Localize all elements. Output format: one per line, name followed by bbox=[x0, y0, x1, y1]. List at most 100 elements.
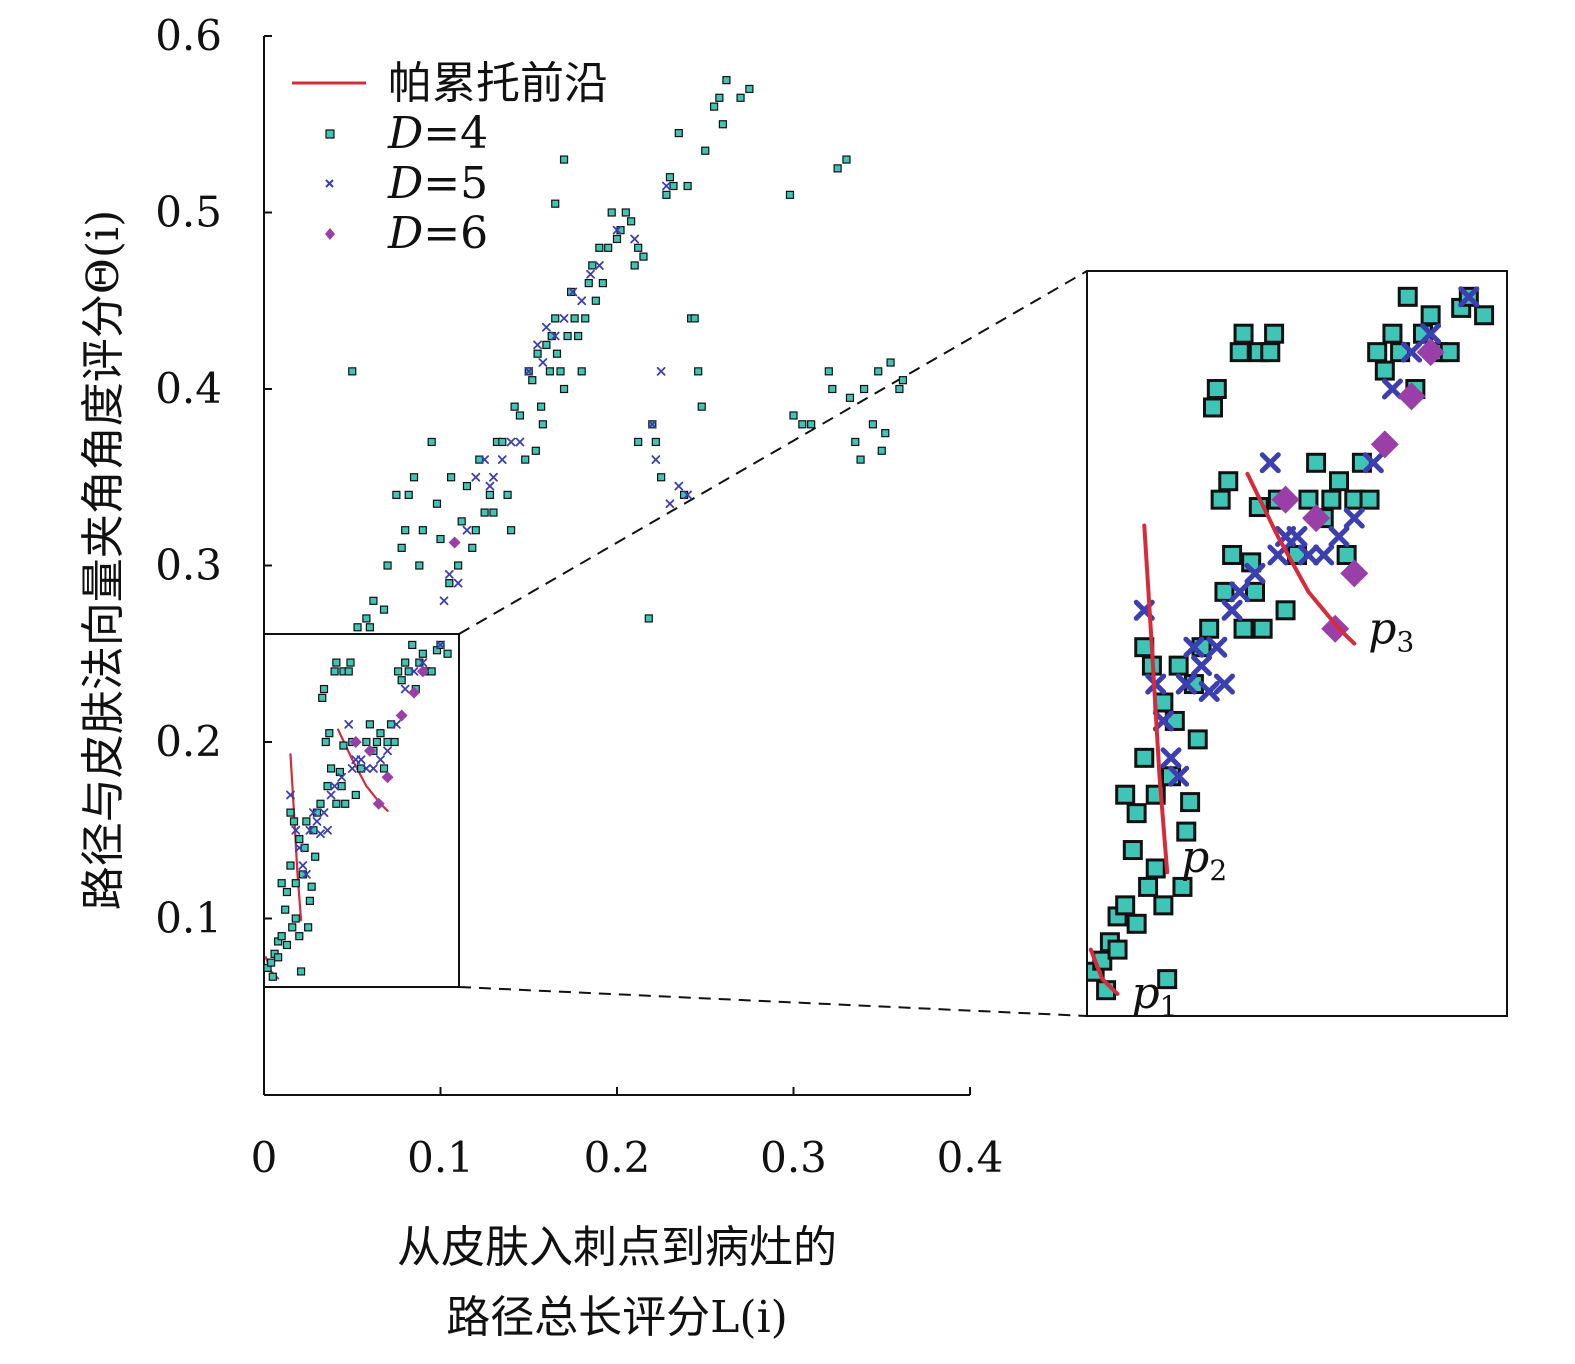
point-d5 bbox=[674, 481, 684, 491]
point-d5 bbox=[1420, 323, 1442, 345]
point-d4 bbox=[851, 437, 860, 447]
point-d4 bbox=[489, 508, 498, 517]
point-d4 bbox=[304, 923, 313, 932]
point-d4 bbox=[341, 799, 350, 808]
point-d5 bbox=[1313, 544, 1335, 566]
point-d4 bbox=[307, 882, 316, 891]
point-d5 bbox=[1286, 526, 1308, 548]
point-d4 bbox=[1233, 618, 1254, 639]
point-d4 bbox=[877, 446, 886, 455]
point-d4 bbox=[480, 508, 489, 517]
point-d4 bbox=[281, 905, 290, 914]
point-d4 bbox=[365, 720, 374, 729]
legend-d4-swatch bbox=[325, 129, 335, 139]
main-series-d5 bbox=[286, 181, 692, 879]
point-d5 bbox=[577, 296, 587, 306]
point-d4 bbox=[1145, 858, 1166, 879]
y-tick-label: 0.1 bbox=[155, 894, 222, 943]
legend-d6-var: D bbox=[387, 208, 423, 259]
point-d5 bbox=[1175, 673, 1197, 695]
point-d4 bbox=[1298, 489, 1319, 510]
point-d4 bbox=[318, 693, 327, 702]
point-d4 bbox=[833, 164, 842, 173]
x-ticks: 0 0.1 0.2 0.3 0.4 bbox=[251, 1087, 1004, 1182]
point-d5 bbox=[542, 322, 551, 332]
point-d4 bbox=[718, 120, 728, 129]
point-d4 bbox=[563, 331, 572, 341]
point-d4 bbox=[607, 208, 616, 217]
point-d5 bbox=[316, 829, 325, 839]
point-d4 bbox=[392, 490, 401, 499]
point-d4 bbox=[408, 640, 417, 650]
point-d4 bbox=[300, 843, 309, 853]
point-d5 bbox=[1458, 286, 1480, 308]
point-d4 bbox=[1126, 803, 1147, 824]
point-d4 bbox=[277, 932, 286, 941]
legend-d6-swatch bbox=[325, 228, 335, 240]
point-d5 bbox=[298, 861, 308, 870]
point-d4 bbox=[1199, 618, 1220, 639]
point-d4 bbox=[895, 384, 904, 394]
point-d5 bbox=[361, 764, 371, 773]
point-d5 bbox=[524, 366, 534, 376]
point-d4 bbox=[397, 676, 406, 685]
point-d4 bbox=[521, 455, 530, 464]
point-d6 bbox=[1416, 338, 1445, 367]
point-d4 bbox=[1203, 397, 1223, 418]
point-d4 bbox=[286, 861, 295, 870]
point-d5 bbox=[369, 764, 378, 773]
pareto-front-line bbox=[1088, 947, 1120, 996]
point-d4 bbox=[694, 367, 703, 376]
point-d4 bbox=[353, 623, 362, 632]
point-d4 bbox=[418, 526, 427, 535]
point-d4 bbox=[845, 393, 855, 402]
point-d5 bbox=[312, 817, 322, 826]
point-d4 bbox=[446, 473, 456, 482]
point-d4 bbox=[332, 658, 341, 667]
point-d4 bbox=[577, 367, 586, 376]
point-d4 bbox=[745, 84, 754, 94]
point-d4 bbox=[277, 879, 286, 888]
point-d4 bbox=[690, 314, 699, 323]
point-d4 bbox=[570, 314, 579, 323]
point-d4 bbox=[427, 437, 436, 447]
point-d4 bbox=[296, 967, 306, 976]
point-d4 bbox=[415, 561, 424, 570]
point-d6 bbox=[416, 665, 429, 678]
x-axis-title-line2: 路径总长评分L(i) bbox=[446, 1292, 788, 1343]
point-d5 bbox=[462, 525, 472, 535]
point-d5 bbox=[436, 640, 445, 650]
point-d4 bbox=[612, 234, 622, 244]
point-d4 bbox=[332, 799, 341, 808]
point-d4 bbox=[639, 252, 648, 261]
point-d5 bbox=[309, 808, 318, 817]
point-d5 bbox=[1229, 581, 1251, 603]
point-d4 bbox=[319, 684, 329, 694]
x-tick-label: 0.2 bbox=[584, 1133, 651, 1182]
point-d4 bbox=[369, 596, 378, 605]
point-d6 bbox=[448, 536, 461, 549]
point-d4 bbox=[1264, 323, 1285, 344]
point-d5 bbox=[550, 331, 560, 341]
point-d4 bbox=[1308, 251, 1325, 268]
point-d4 bbox=[538, 420, 547, 429]
zoom-connector-top bbox=[458, 270, 1088, 635]
point-d4 bbox=[1321, 489, 1342, 510]
point-d4 bbox=[445, 579, 454, 588]
point-d4 bbox=[1126, 913, 1147, 934]
y-tick-label: 0.4 bbox=[155, 364, 222, 413]
inset-series-d5 bbox=[1133, 286, 1480, 787]
point-d4 bbox=[443, 649, 452, 658]
pareto-front-line bbox=[337, 728, 389, 812]
point-d5 bbox=[1401, 341, 1423, 363]
point-d4 bbox=[598, 279, 607, 288]
point-d4 bbox=[630, 261, 639, 270]
point-d4 bbox=[427, 667, 436, 676]
point-d5 bbox=[383, 746, 392, 756]
point-d5 bbox=[665, 499, 675, 509]
point-d4 bbox=[1122, 840, 1143, 861]
x-tick-label: 0.4 bbox=[937, 1133, 1004, 1182]
point-d4 bbox=[785, 190, 795, 199]
legend-d5-var: D bbox=[387, 158, 423, 209]
